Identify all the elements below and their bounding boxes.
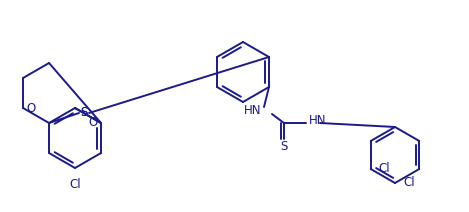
Text: Cl: Cl <box>379 163 390 176</box>
Text: S: S <box>280 141 287 153</box>
Text: S: S <box>80 106 88 120</box>
Text: O: O <box>89 117 98 130</box>
Text: Cl: Cl <box>69 178 81 191</box>
Text: Cl: Cl <box>403 177 415 190</box>
Text: S: S <box>80 106 88 120</box>
Text: O: O <box>26 102 35 114</box>
Text: HN: HN <box>243 105 261 117</box>
Text: HN: HN <box>309 114 326 127</box>
